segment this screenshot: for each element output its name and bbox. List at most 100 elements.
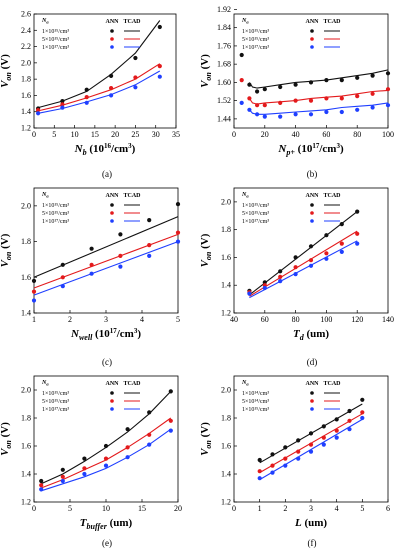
x-tick-label: 0 — [232, 130, 236, 139]
y-tick-label: 2.0 — [21, 201, 31, 210]
ann-point-series-3 — [334, 435, 339, 440]
panel-caption: (b) — [307, 169, 318, 179]
legend-col-tcad: TCAD — [323, 193, 341, 199]
ann-point-series-2 — [293, 265, 298, 270]
panel-caption: (a) — [102, 169, 112, 179]
ann-point-series-1 — [147, 218, 152, 223]
ann-point-series-1 — [355, 209, 360, 214]
legend: Na ANN TCAD 1×10¹⁵/cm³ 5×10¹⁵/cm³ 1×10¹⁷/cm³ — [241, 192, 341, 225]
legend-col-ann: ANN — [106, 381, 120, 387]
ann-point-series-2 — [84, 95, 89, 100]
ann-point-series-2 — [60, 474, 65, 479]
legend-col-tcad: TCAD — [123, 19, 141, 25]
legend-entry-label: 1×10¹⁵/cm³ — [242, 407, 269, 413]
ann-point-series-2 — [308, 442, 314, 447]
ann-point-series-1 — [147, 410, 152, 415]
y-tick-label: 1.4 — [21, 107, 31, 116]
x-tick-label: 120 — [351, 315, 363, 324]
ann-point-series-3 — [60, 105, 65, 110]
ann-point-series-2 — [31, 289, 37, 294]
y-tick-label: 1.92 — [217, 5, 231, 14]
ann-point-series-3 — [125, 455, 130, 460]
legend-entry-label: 1×10¹⁷/cm³ — [242, 45, 269, 51]
panel-caption: (e) — [102, 538, 112, 548]
ann-point-series-2 — [308, 258, 314, 263]
y-tick-label: 1.60 — [217, 78, 231, 87]
ann-point-series-3 — [262, 285, 267, 291]
ann-point-series-1 — [293, 255, 298, 260]
ann-point-series-2 — [262, 103, 267, 108]
ann-point-series-2 — [247, 96, 252, 101]
ann-point-series-3 — [109, 93, 114, 98]
ann-point-series-3 — [339, 109, 344, 115]
ann-point-series-3 — [293, 272, 298, 277]
tcad-line-series-1 — [33, 216, 179, 278]
x-tick-label: 20 — [174, 504, 182, 513]
legend-entry-label: 5×10¹⁴/cm³ — [242, 399, 269, 405]
y-tick-label: 1.6 — [21, 442, 31, 451]
legend-ann-marker — [110, 29, 114, 33]
chart-panel-c: 1 2 3 4 5 1.4 1.6 1.8 2.0 Nwell (1017/cm3) Von (V)… — [0, 187, 181, 367]
ann-point-series-2 — [147, 243, 152, 248]
ann-point-series-3 — [355, 241, 360, 246]
ann-point-series-2 — [109, 86, 114, 91]
legend-col-ann: ANN — [106, 19, 120, 25]
ann-point-series-3 — [321, 442, 326, 447]
x-tick-label: 20 — [261, 130, 269, 139]
ann-point-series-3 — [385, 103, 391, 108]
x-tick-label: 2 — [68, 315, 72, 324]
ann-point-series-3 — [82, 471, 87, 477]
legend-ann-marker — [110, 219, 114, 223]
x-tick-label: 5 — [68, 504, 72, 513]
ann-point-series-3 — [324, 256, 329, 261]
ann-point-series-3 — [247, 107, 252, 112]
ann-point-series-1 — [84, 87, 89, 92]
ann-point-series-2 — [334, 428, 339, 433]
ann-point-series-3 — [293, 112, 298, 117]
x-tick-label: 5 — [176, 315, 180, 324]
ann-point-series-3 — [308, 263, 314, 268]
tcad-line-series-2 — [37, 63, 161, 112]
ann-point-series-3 — [118, 264, 123, 269]
tcad-line-series-3 — [37, 70, 161, 114]
x-tick-label: 10 — [102, 504, 110, 513]
ann-point-series-2 — [89, 262, 94, 267]
ann-point-series-2 — [355, 94, 360, 99]
ann-point-series-3 — [283, 463, 288, 468]
legend-ann-marker — [110, 45, 114, 49]
legend-entry-label: 5×10¹⁵/cm³ — [42, 211, 69, 217]
ann-point-series-3 — [36, 111, 41, 116]
ann-point-series-3 — [278, 279, 283, 284]
y-tick-label: 2.2 — [21, 42, 31, 51]
y-tick-label: 2.0 — [221, 386, 231, 395]
x-tick-label: 10 — [71, 130, 79, 139]
ann-point-series-2 — [347, 418, 352, 423]
y-tick-label: 1.6 — [221, 253, 231, 262]
y-axis-label: Von (V) — [199, 233, 213, 267]
legend-ann-marker — [110, 37, 114, 41]
y-tick-label: 1.4 — [21, 309, 31, 318]
legend-title: Na — [241, 192, 249, 199]
ann-point-series-3 — [147, 442, 152, 447]
ann-point-series-2 — [255, 103, 260, 108]
ann-point-series-2 — [103, 456, 109, 461]
chart-panel-d: 40 60 80 100 120 140 1.2 1.4 1.6 1.8 2.0 Td (um) Von… — [199, 187, 394, 367]
ann-point-series-3 — [296, 456, 301, 461]
legend-entry-label: 1×10¹⁵/cm³ — [242, 203, 269, 209]
x-tick-label: 30 — [152, 130, 160, 139]
ann-point-series-3 — [339, 249, 344, 254]
y-tick-label: 2.4 — [21, 26, 31, 35]
plot-frame — [233, 187, 389, 314]
tcad-line-series-1 — [249, 211, 358, 296]
y-tick-label: 1.8 — [21, 414, 31, 423]
chart-panel-f: 0 1 2 3 4 5 6 1.2 1.4 1.6 1.8 2.0 L (um) Von (V) (f) Na… — [199, 375, 390, 548]
y-tick-label: 1.8 — [221, 414, 231, 423]
ann-point-series-3 — [370, 105, 375, 110]
legend-entry-label: 1×10¹⁵/cm³ — [42, 391, 69, 397]
ann-point-series-2 — [324, 251, 329, 256]
x-tick-label: 140 — [382, 315, 394, 324]
ann-point-series-1 — [370, 73, 375, 78]
x-tick-label: 6 — [386, 504, 390, 513]
ann-point-series-1 — [321, 424, 326, 429]
y-tick-label: 1.8 — [221, 225, 231, 234]
